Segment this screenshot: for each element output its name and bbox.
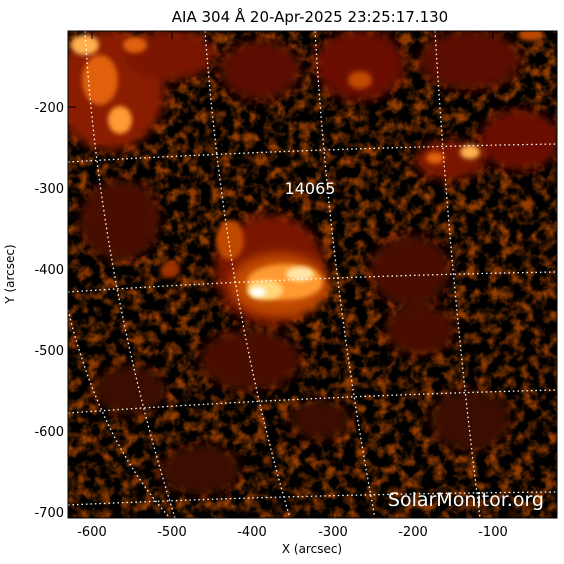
x-tick-label: -200: [398, 525, 428, 540]
heliographic-grid: [68, 31, 557, 518]
y-tick-label: -400: [34, 263, 64, 278]
region-label: 14065: [285, 179, 336, 198]
image-title: AIA 304 Å 20-Apr-2025 23:25:17.130: [172, 7, 448, 26]
y-tick-label: -300: [34, 182, 64, 197]
x-tick-label: -300: [318, 525, 348, 540]
y-tick-labels: -200 -300 -400 -500 -600 -700: [34, 101, 64, 521]
x-tick-label: -500: [157, 525, 187, 540]
x-tick-label: -100: [478, 525, 508, 540]
x-tick-labels: -600 -500 -400 -300 -200 -100: [77, 525, 508, 540]
y-axis-label: Y (arcsec): [3, 244, 17, 304]
solar-image: 14065 SolarMonitor.org: [68, 31, 557, 518]
y-axis-ticks: [68, 106, 557, 513]
x-tick-label: -400: [237, 525, 267, 540]
plot-frame: [67, 30, 558, 519]
diffuse-emission: [68, 31, 557, 495]
watermark: SolarMonitor.org: [388, 489, 544, 511]
x-tick-label: -600: [77, 525, 107, 540]
plage-patches: [71, 31, 542, 278]
y-tick-label: -600: [34, 425, 64, 440]
y-tick-label: -700: [34, 506, 64, 521]
active-region-core: [230, 253, 330, 317]
x-axis-label: X (arcsec): [282, 542, 342, 556]
x-axis-ticks: [91, 31, 494, 518]
y-tick-label: -200: [34, 101, 64, 116]
y-tick-label: -500: [34, 344, 64, 359]
